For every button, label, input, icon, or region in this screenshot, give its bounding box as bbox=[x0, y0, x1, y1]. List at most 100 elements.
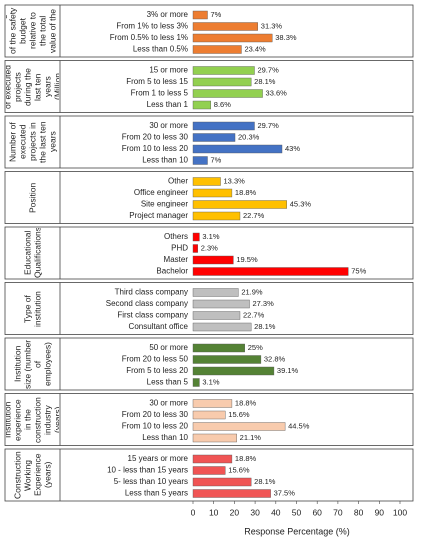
bar bbox=[192, 89, 263, 98]
panel bbox=[4, 171, 414, 224]
value-label: 44.5% bbox=[288, 421, 310, 430]
bar bbox=[192, 288, 239, 297]
group-label: Percentage of the safety budget relative… bbox=[6, 7, 59, 55]
value-label: 3.1% bbox=[202, 377, 219, 386]
category-label: Less than 10 bbox=[142, 156, 188, 165]
value-label: 7% bbox=[210, 10, 221, 19]
category-label: Others bbox=[164, 232, 188, 241]
category-label: 15 years or more bbox=[128, 454, 189, 463]
value-label: 28.1% bbox=[254, 322, 276, 331]
bar bbox=[192, 244, 198, 253]
value-label: 21.1% bbox=[240, 433, 262, 442]
value-label: 20.3% bbox=[238, 132, 260, 141]
x-axis-title: Response Percentage (%) bbox=[244, 526, 350, 536]
bar bbox=[192, 22, 258, 31]
category-label: From 1 to less 5 bbox=[131, 89, 189, 98]
bar bbox=[192, 366, 275, 376]
category-label: 30 or more bbox=[149, 399, 188, 408]
value-label: 43% bbox=[285, 144, 300, 153]
bar bbox=[192, 177, 221, 186]
panel bbox=[4, 282, 414, 335]
value-label: 7% bbox=[210, 155, 221, 164]
value-label: 13.3% bbox=[224, 176, 246, 185]
category-label: Third class company bbox=[115, 288, 188, 297]
bar bbox=[192, 121, 255, 131]
category-label: 15 or more bbox=[149, 66, 188, 75]
x-tick-label: 10 bbox=[209, 507, 219, 517]
panel bbox=[4, 115, 414, 169]
category-label: From 10 to less 20 bbox=[122, 422, 189, 431]
x-tick-label: 40 bbox=[271, 507, 281, 517]
bar bbox=[192, 355, 262, 364]
x-tick-label: 100 bbox=[393, 507, 407, 517]
category-label: Master bbox=[164, 255, 189, 264]
value-label: 38.3% bbox=[275, 33, 297, 42]
bar bbox=[192, 144, 283, 154]
bar bbox=[192, 232, 200, 242]
category-label: Other bbox=[168, 177, 188, 186]
value-label: 29.7% bbox=[257, 65, 279, 74]
x-tick-label: 50 bbox=[292, 507, 302, 517]
group-label: Educational Qualifications bbox=[22, 228, 43, 278]
bar bbox=[192, 211, 241, 221]
bar bbox=[192, 267, 349, 276]
value-label: 33.6% bbox=[266, 88, 288, 97]
bar bbox=[192, 489, 271, 498]
category-label: From 5 to less 15 bbox=[126, 77, 188, 86]
category-label: Less than 10 bbox=[142, 433, 188, 442]
value-label: 22.7% bbox=[243, 211, 265, 220]
value-label: 2.3% bbox=[201, 243, 218, 252]
bar bbox=[192, 100, 212, 110]
value-label: 19.5% bbox=[236, 255, 258, 264]
value-label: 21.9% bbox=[241, 287, 263, 296]
bar bbox=[192, 422, 286, 431]
value-label: 31.3% bbox=[261, 21, 283, 30]
group-label: Type of institution bbox=[22, 290, 43, 327]
bar bbox=[192, 45, 242, 54]
category-label: Bachelor bbox=[156, 267, 188, 276]
group-label: Institution size (number of employees) bbox=[12, 339, 53, 389]
bar bbox=[192, 410, 226, 420]
value-label: 25% bbox=[248, 343, 263, 352]
category-label: Second class company bbox=[106, 299, 188, 308]
value-label: 15.6% bbox=[228, 410, 250, 419]
category-label: PHD bbox=[171, 244, 188, 253]
category-label: 3% or more bbox=[147, 10, 189, 19]
value-label: 28.1% bbox=[254, 77, 276, 86]
group-label: Number of executed projects in the last … bbox=[7, 121, 58, 163]
category-label: 10 - less than 15 years bbox=[107, 466, 188, 475]
category-label: 5- less than 10 years bbox=[114, 477, 188, 486]
value-label: 22.7% bbox=[243, 310, 265, 319]
x-tick-label: 90 bbox=[375, 507, 385, 517]
value-label: 75% bbox=[351, 266, 366, 275]
category-label: Less than 0.5% bbox=[133, 45, 188, 54]
bar bbox=[192, 311, 241, 320]
bar bbox=[192, 454, 233, 464]
group-label: Position bbox=[27, 182, 38, 213]
bar bbox=[192, 255, 234, 265]
x-tick-label: 60 bbox=[312, 507, 322, 517]
bar bbox=[192, 399, 233, 408]
category-label: 50 or more bbox=[149, 343, 188, 352]
panel bbox=[4, 60, 414, 113]
bar bbox=[192, 378, 200, 387]
value-label: 15.6% bbox=[228, 465, 250, 474]
category-label: Less than 5 bbox=[147, 378, 189, 387]
x-tick-label: 0 bbox=[191, 507, 196, 517]
group-label: Total value of executed projects during … bbox=[6, 64, 59, 109]
value-label: 18.8% bbox=[235, 454, 257, 463]
bar bbox=[192, 477, 252, 487]
x-tick-label: 80 bbox=[354, 507, 364, 517]
panel bbox=[4, 448, 414, 502]
category-label: Consultant office bbox=[129, 322, 189, 331]
category-label: Office engineer bbox=[134, 188, 188, 197]
bar bbox=[192, 66, 255, 75]
bar bbox=[192, 299, 250, 309]
category-label: Less than 1 bbox=[147, 100, 189, 109]
value-label: 28.1% bbox=[254, 477, 276, 486]
x-tick-label: 70 bbox=[333, 507, 343, 517]
category-label: From 10 to less 20 bbox=[122, 144, 189, 153]
value-label: 37.5% bbox=[274, 488, 296, 497]
